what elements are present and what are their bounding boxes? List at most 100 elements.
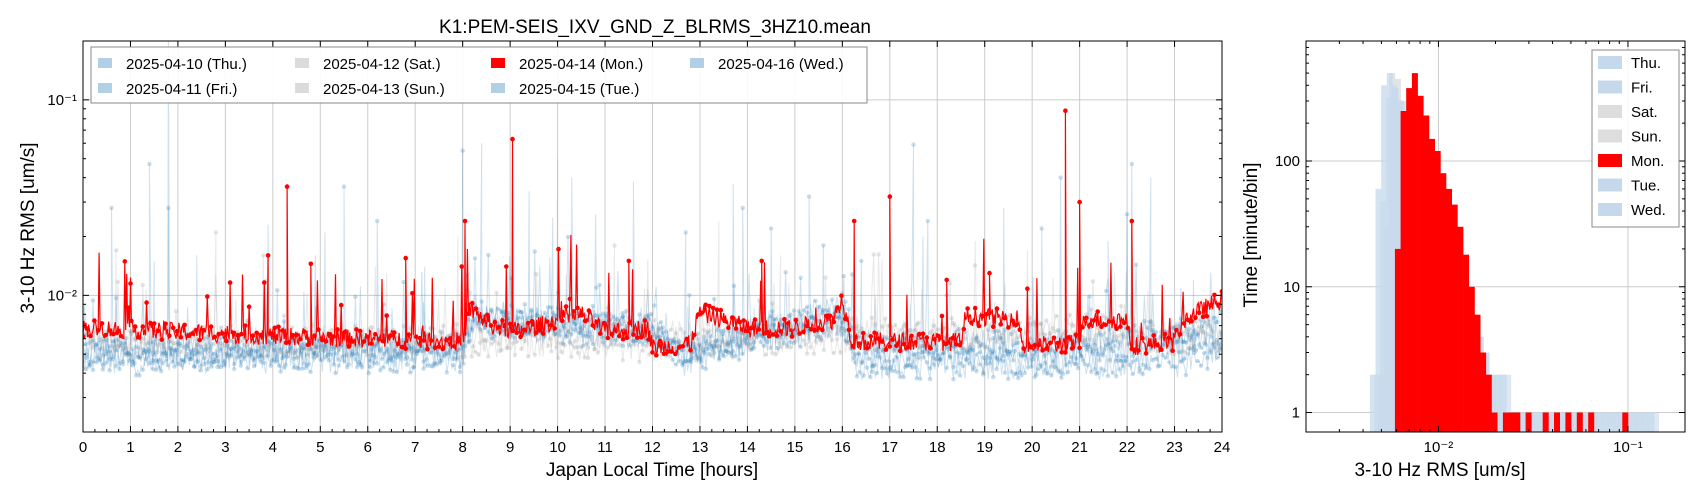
data-point bbox=[673, 351, 678, 357]
data-point bbox=[218, 325, 224, 330]
data-point bbox=[300, 346, 305, 352]
data-point bbox=[357, 328, 363, 334]
data-point bbox=[741, 337, 747, 343]
data-point bbox=[916, 351, 921, 356]
data-point bbox=[90, 338, 96, 343]
data-point bbox=[957, 361, 963, 366]
data-point bbox=[1080, 340, 1086, 345]
data-point bbox=[828, 329, 833, 334]
data-point bbox=[1125, 325, 1131, 331]
data-point bbox=[731, 336, 737, 341]
data-point bbox=[638, 335, 644, 340]
data-point bbox=[770, 301, 775, 306]
data-point bbox=[1072, 361, 1077, 367]
data-point bbox=[328, 352, 333, 357]
data-point bbox=[1091, 318, 1097, 323]
data-point bbox=[281, 313, 287, 318]
data-point bbox=[368, 358, 373, 363]
data-point bbox=[398, 350, 403, 355]
data-point bbox=[168, 352, 174, 357]
data-point bbox=[796, 308, 802, 314]
data-point bbox=[1006, 352, 1011, 357]
data-point bbox=[1084, 315, 1089, 321]
data-point bbox=[224, 338, 229, 344]
data-point bbox=[178, 349, 184, 355]
data-point bbox=[1129, 161, 1135, 167]
data-point bbox=[953, 342, 959, 347]
data-point bbox=[115, 337, 121, 342]
data-point bbox=[692, 332, 697, 338]
data-point bbox=[278, 347, 283, 352]
data-point bbox=[1045, 371, 1051, 376]
data-point bbox=[974, 339, 979, 345]
data-point bbox=[388, 355, 393, 360]
data-point bbox=[1217, 348, 1222, 353]
data-point bbox=[336, 363, 341, 368]
data-point bbox=[1187, 346, 1192, 351]
data-point bbox=[835, 305, 840, 310]
data-point bbox=[384, 346, 390, 351]
timeseries-panel: 0 1 2 3 4 5 6 7 8 9 10 11 12 13 14 15 16 17 18 19 20 21 22 23 24… bbox=[47, 40, 1230, 456]
data-point bbox=[150, 366, 155, 372]
data-point bbox=[293, 350, 298, 356]
data-point bbox=[1100, 313, 1106, 318]
data-point bbox=[839, 320, 845, 325]
data-point bbox=[535, 337, 541, 343]
data-point bbox=[519, 309, 524, 315]
data-point bbox=[1039, 363, 1044, 369]
data-point bbox=[729, 315, 735, 320]
data-point bbox=[1203, 342, 1209, 347]
data-point bbox=[1042, 353, 1047, 358]
data-point bbox=[388, 357, 393, 362]
data-point bbox=[88, 333, 93, 339]
data-point bbox=[916, 355, 921, 360]
data-point bbox=[182, 322, 187, 328]
data-point bbox=[124, 346, 129, 351]
data-point bbox=[723, 348, 728, 354]
data-point bbox=[301, 344, 307, 350]
data-point bbox=[225, 354, 230, 360]
data-point bbox=[937, 357, 943, 363]
data-point bbox=[931, 350, 936, 355]
data-point bbox=[140, 347, 145, 352]
data-point bbox=[1054, 313, 1059, 319]
data-point bbox=[488, 323, 494, 328]
data-point bbox=[100, 362, 106, 368]
data-point bbox=[661, 351, 667, 357]
data-point bbox=[469, 327, 474, 333]
data-point bbox=[736, 357, 742, 362]
data-point bbox=[831, 319, 837, 325]
data-point bbox=[1017, 327, 1023, 333]
data-point bbox=[403, 356, 408, 362]
data-point bbox=[898, 374, 903, 380]
data-point bbox=[1087, 322, 1093, 328]
data-point bbox=[823, 308, 828, 313]
data-point bbox=[1050, 325, 1056, 331]
data-point bbox=[306, 347, 312, 352]
data-point bbox=[577, 330, 582, 335]
data-point bbox=[751, 345, 757, 350]
data-point bbox=[569, 354, 574, 360]
data-point bbox=[187, 340, 192, 345]
data-point bbox=[997, 357, 1003, 362]
data-point bbox=[682, 330, 687, 335]
data-point bbox=[333, 370, 338, 376]
weekday-bar bbox=[1533, 412, 1540, 432]
data-point bbox=[504, 345, 509, 351]
data-point bbox=[778, 317, 783, 323]
data-point bbox=[1084, 347, 1089, 352]
data-point bbox=[622, 319, 627, 324]
monday-bar bbox=[1576, 412, 1583, 432]
data-point bbox=[947, 354, 953, 359]
data-point bbox=[746, 344, 752, 349]
data-point bbox=[359, 365, 365, 370]
data-point bbox=[110, 356, 116, 362]
data-point bbox=[117, 366, 122, 372]
legend-swatch bbox=[491, 58, 505, 68]
data-point bbox=[318, 344, 323, 349]
data-point bbox=[918, 376, 923, 381]
data-point bbox=[888, 364, 893, 369]
data-point bbox=[170, 325, 176, 331]
data-point bbox=[954, 370, 959, 375]
data-point bbox=[178, 362, 184, 367]
